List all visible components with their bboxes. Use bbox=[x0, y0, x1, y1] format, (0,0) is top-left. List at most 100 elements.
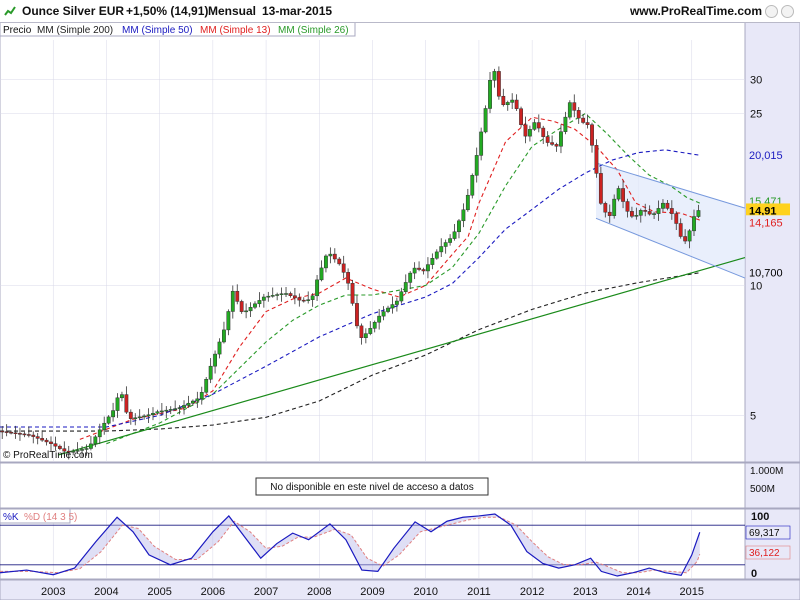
ma-line-50[interactable] bbox=[0, 149, 700, 428]
candle-body bbox=[399, 291, 404, 302]
candle bbox=[559, 124, 563, 154]
candle bbox=[35, 433, 40, 445]
candle bbox=[638, 208, 643, 223]
volume-tick-500m: 500M bbox=[750, 484, 775, 495]
candle bbox=[301, 297, 306, 303]
candle-body bbox=[465, 194, 470, 211]
channel-line-2[interactable] bbox=[595, 217, 746, 279]
candle-body bbox=[57, 445, 62, 449]
candle-body bbox=[643, 210, 648, 212]
candle bbox=[324, 254, 328, 273]
candle bbox=[306, 291, 311, 304]
chart-header: Ounce Silver EUR +1,50% (14,91) Mensual … bbox=[0, 0, 800, 23]
candle-body bbox=[319, 267, 324, 281]
candle-body bbox=[40, 438, 45, 441]
candle bbox=[625, 198, 630, 218]
candle-body bbox=[470, 175, 475, 196]
osc-d-line[interactable] bbox=[0, 516, 701, 574]
candle bbox=[448, 234, 453, 246]
period-label: Mensual bbox=[208, 4, 257, 18]
instrument-name: Ounce Silver EUR bbox=[22, 4, 125, 18]
candle bbox=[581, 114, 586, 125]
candle bbox=[692, 209, 696, 237]
ma-line-13[interactable] bbox=[79, 116, 700, 440]
candle bbox=[190, 399, 195, 406]
candle bbox=[270, 287, 275, 298]
candle bbox=[213, 350, 217, 374]
candle-body bbox=[638, 210, 643, 216]
candle bbox=[488, 72, 492, 114]
support-trendline[interactable] bbox=[58, 256, 746, 456]
candle bbox=[386, 305, 390, 314]
candle-body bbox=[71, 451, 76, 453]
candle-body bbox=[585, 122, 590, 125]
grid-lines bbox=[0, 40, 745, 578]
candle-body bbox=[488, 80, 492, 109]
candle bbox=[434, 249, 439, 260]
candle bbox=[417, 261, 421, 272]
candle bbox=[186, 395, 191, 408]
candle bbox=[164, 406, 169, 419]
candle-body bbox=[421, 269, 426, 272]
candle-body bbox=[594, 145, 599, 174]
candle bbox=[674, 211, 679, 230]
candle-body bbox=[18, 433, 22, 435]
candle bbox=[496, 66, 501, 100]
candle-body bbox=[621, 188, 625, 202]
candle bbox=[195, 391, 200, 408]
legend-mm13[interactable]: MM (Simple 13) bbox=[200, 25, 271, 36]
price-axis-ticks: 5 10 25 30 bbox=[750, 74, 762, 422]
candle-body bbox=[448, 238, 453, 243]
candle-body bbox=[607, 211, 612, 216]
candle-body bbox=[612, 198, 617, 216]
candle bbox=[421, 267, 426, 275]
candle bbox=[355, 295, 359, 329]
osc-k-line[interactable] bbox=[0, 513, 701, 577]
candle-body bbox=[248, 307, 253, 312]
legend-mm50[interactable]: MM (Simple 50) bbox=[122, 25, 193, 36]
site-url[interactable]: www.ProRealTime.com bbox=[629, 4, 762, 18]
oscillator-axis-bg bbox=[744, 508, 800, 580]
candle bbox=[102, 416, 107, 435]
candle-body bbox=[315, 279, 319, 297]
candle-body bbox=[217, 341, 222, 355]
osc-d-label[interactable]: %D (14 3 5) bbox=[24, 512, 77, 523]
candle-body bbox=[394, 300, 399, 305]
candle-body bbox=[151, 412, 155, 416]
candle bbox=[332, 248, 337, 263]
candle bbox=[279, 287, 284, 302]
candle-body bbox=[368, 328, 373, 334]
candle bbox=[474, 147, 479, 183]
legend-mm200[interactable]: MM (Simple 200) bbox=[37, 25, 113, 36]
candle-body bbox=[226, 311, 231, 331]
x-tick-2005: 2005 bbox=[147, 586, 171, 598]
close-icon[interactable] bbox=[781, 5, 794, 18]
candle bbox=[146, 408, 151, 424]
candle bbox=[248, 302, 253, 317]
candle bbox=[115, 393, 120, 418]
candle-body bbox=[133, 417, 138, 419]
candle-body bbox=[106, 416, 111, 424]
candle bbox=[372, 320, 377, 333]
ma-line-200[interactable] bbox=[0, 272, 700, 432]
candle bbox=[57, 444, 62, 451]
candle bbox=[630, 206, 634, 219]
channel-line-1[interactable] bbox=[595, 162, 746, 209]
candle bbox=[390, 296, 395, 314]
candle bbox=[350, 279, 355, 306]
osc-k-label[interactable]: %K bbox=[3, 512, 19, 523]
ma-line-26[interactable] bbox=[106, 112, 700, 445]
candle-body bbox=[412, 267, 417, 274]
volume-notice-box bbox=[255, 477, 489, 496]
candle-body bbox=[634, 215, 639, 217]
legend-mm26[interactable]: MM (Simple 26) bbox=[278, 25, 349, 36]
candle bbox=[426, 257, 430, 279]
price-label-box bbox=[746, 203, 790, 217]
legend-price[interactable]: Precio bbox=[3, 25, 32, 36]
candle-body bbox=[669, 208, 674, 214]
candle-body bbox=[168, 409, 173, 411]
candle bbox=[53, 436, 58, 451]
candle bbox=[408, 271, 413, 290]
minimize-icon[interactable] bbox=[765, 5, 778, 18]
candle bbox=[88, 435, 93, 451]
